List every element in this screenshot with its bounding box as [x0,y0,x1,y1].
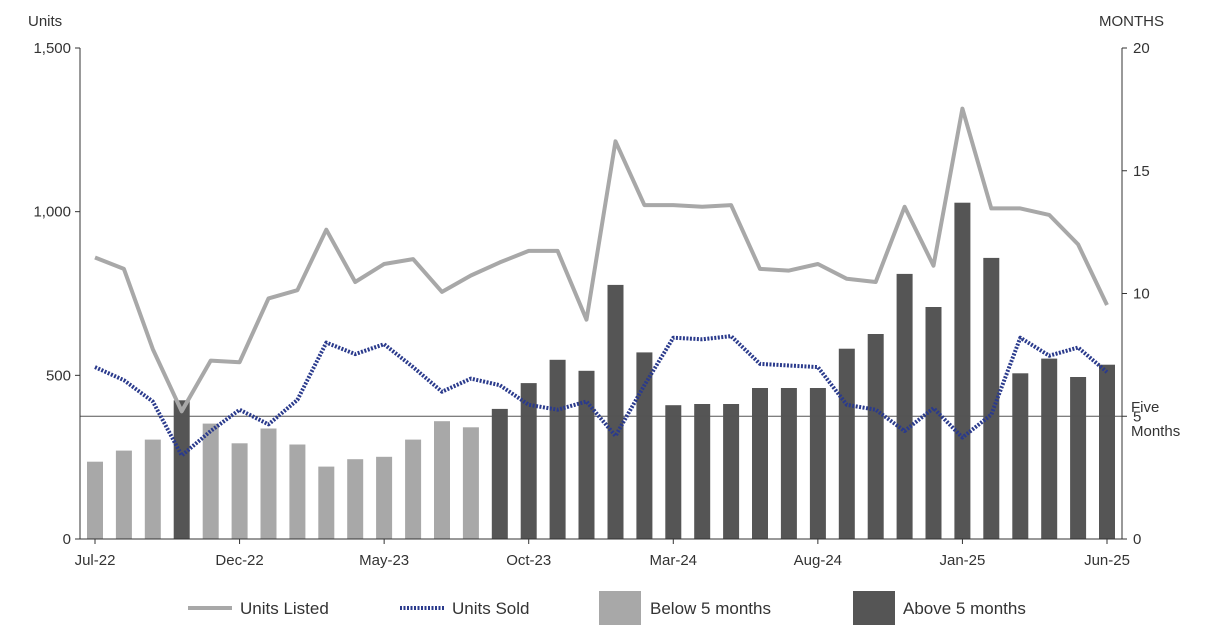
bars-group [87,202,1115,539]
legend-swatch-below-5-months [599,591,641,625]
right-tick-label: 10 [1133,286,1150,303]
bar-Feb-24 [636,352,653,539]
bar-Dec-22 [231,443,248,539]
bar-Nov-23 [549,359,566,539]
bar-Aug-23 [462,427,479,539]
x-tick-label: Jun-25 [1084,552,1130,569]
left-tick-label: 0 [63,531,71,548]
bar-Nov-22 [202,423,219,539]
legend-item-above-5-months: Above 5 months [853,591,1026,625]
left-tick-label: 1,000 [33,204,71,221]
right-tick-label: 5 [1133,408,1141,425]
legend-swatch-above-5-months [853,591,895,625]
bar-Sep-23 [491,408,508,539]
bar-Feb-25 [983,257,1000,539]
reference-label-line1: Five [1131,399,1159,416]
bar-Jun-24 [752,388,768,539]
right-axis-title: MONTHS [1099,13,1164,30]
bar-Aug-24 [809,388,826,539]
axes-group: 0 500 1,000 1,500 0 5 10 15 20 Jul-22 Dec-22 May-23… [33,40,1149,569]
line-units-listed [94,106,1109,414]
legend-item-below-5-months: Below 5 months [599,591,771,625]
x-tick-label: Aug-24 [794,552,842,569]
x-tick-label: Jan-25 [939,552,985,569]
bar-Feb-23 [289,444,306,539]
bar-Nov-24 [896,273,913,539]
bar-Mar-25 [1012,373,1029,539]
bar-May-24 [723,404,740,539]
right-tick-label: 0 [1133,531,1141,548]
lines-group [94,106,1109,458]
left-tick-label: 500 [46,367,71,384]
left-axis-title: Units [28,13,62,30]
x-tick-label: Oct-23 [506,552,551,569]
reference-label-line2: Months [1131,423,1180,440]
bar-Oct-24 [867,334,884,539]
bar-Sep-24 [838,348,855,539]
bar-Apr-25 [1041,358,1058,539]
x-tick-label: Mar-24 [650,552,698,569]
legend-label-below-5-months: Below 5 months [650,599,771,618]
bar-Dec-23 [578,370,595,539]
bar-Jul-22 [87,461,103,539]
legend-item-units-listed: Units Listed [188,599,329,618]
bar-Aug-22 [115,450,132,539]
line-units-sold [94,334,1109,458]
bar-Oct-22 [173,400,190,539]
legend-label-above-5-months: Above 5 months [903,599,1026,618]
x-tick-label: May-23 [359,552,409,569]
bar-Jun-23 [405,439,422,539]
bar-Mar-23 [318,466,335,539]
left-tick-label: 1,500 [33,40,71,57]
right-tick-label: 15 [1133,163,1150,180]
bar-Apr-23 [347,459,364,539]
bar-Mar-24 [665,405,682,539]
legend: Units Listed Units Sold Below 5 months A… [188,591,1026,625]
bar-Dec-24 [925,307,942,539]
x-tick-label: Dec-22 [215,552,263,569]
bar-Jul-24 [780,388,797,539]
bar-Apr-24 [694,404,711,539]
bar-May-25 [1070,377,1087,539]
bar-Jan-24 [607,284,624,539]
bar-Jan-23 [260,428,277,539]
bar-Jan-25 [954,202,971,539]
legend-label-units-sold: Units Sold [452,599,529,618]
legend-label-units-listed: Units Listed [240,599,329,618]
legend-item-units-sold: Units Sold [400,599,529,618]
bar-Jul-23 [434,421,450,539]
right-tick-label: 20 [1133,40,1150,57]
bar-Sep-22 [144,439,161,539]
bar-May-23 [376,456,393,539]
bar-Oct-23 [520,383,537,539]
x-tick-label: Jul-22 [75,552,116,569]
bar-Jun-25 [1099,364,1115,539]
